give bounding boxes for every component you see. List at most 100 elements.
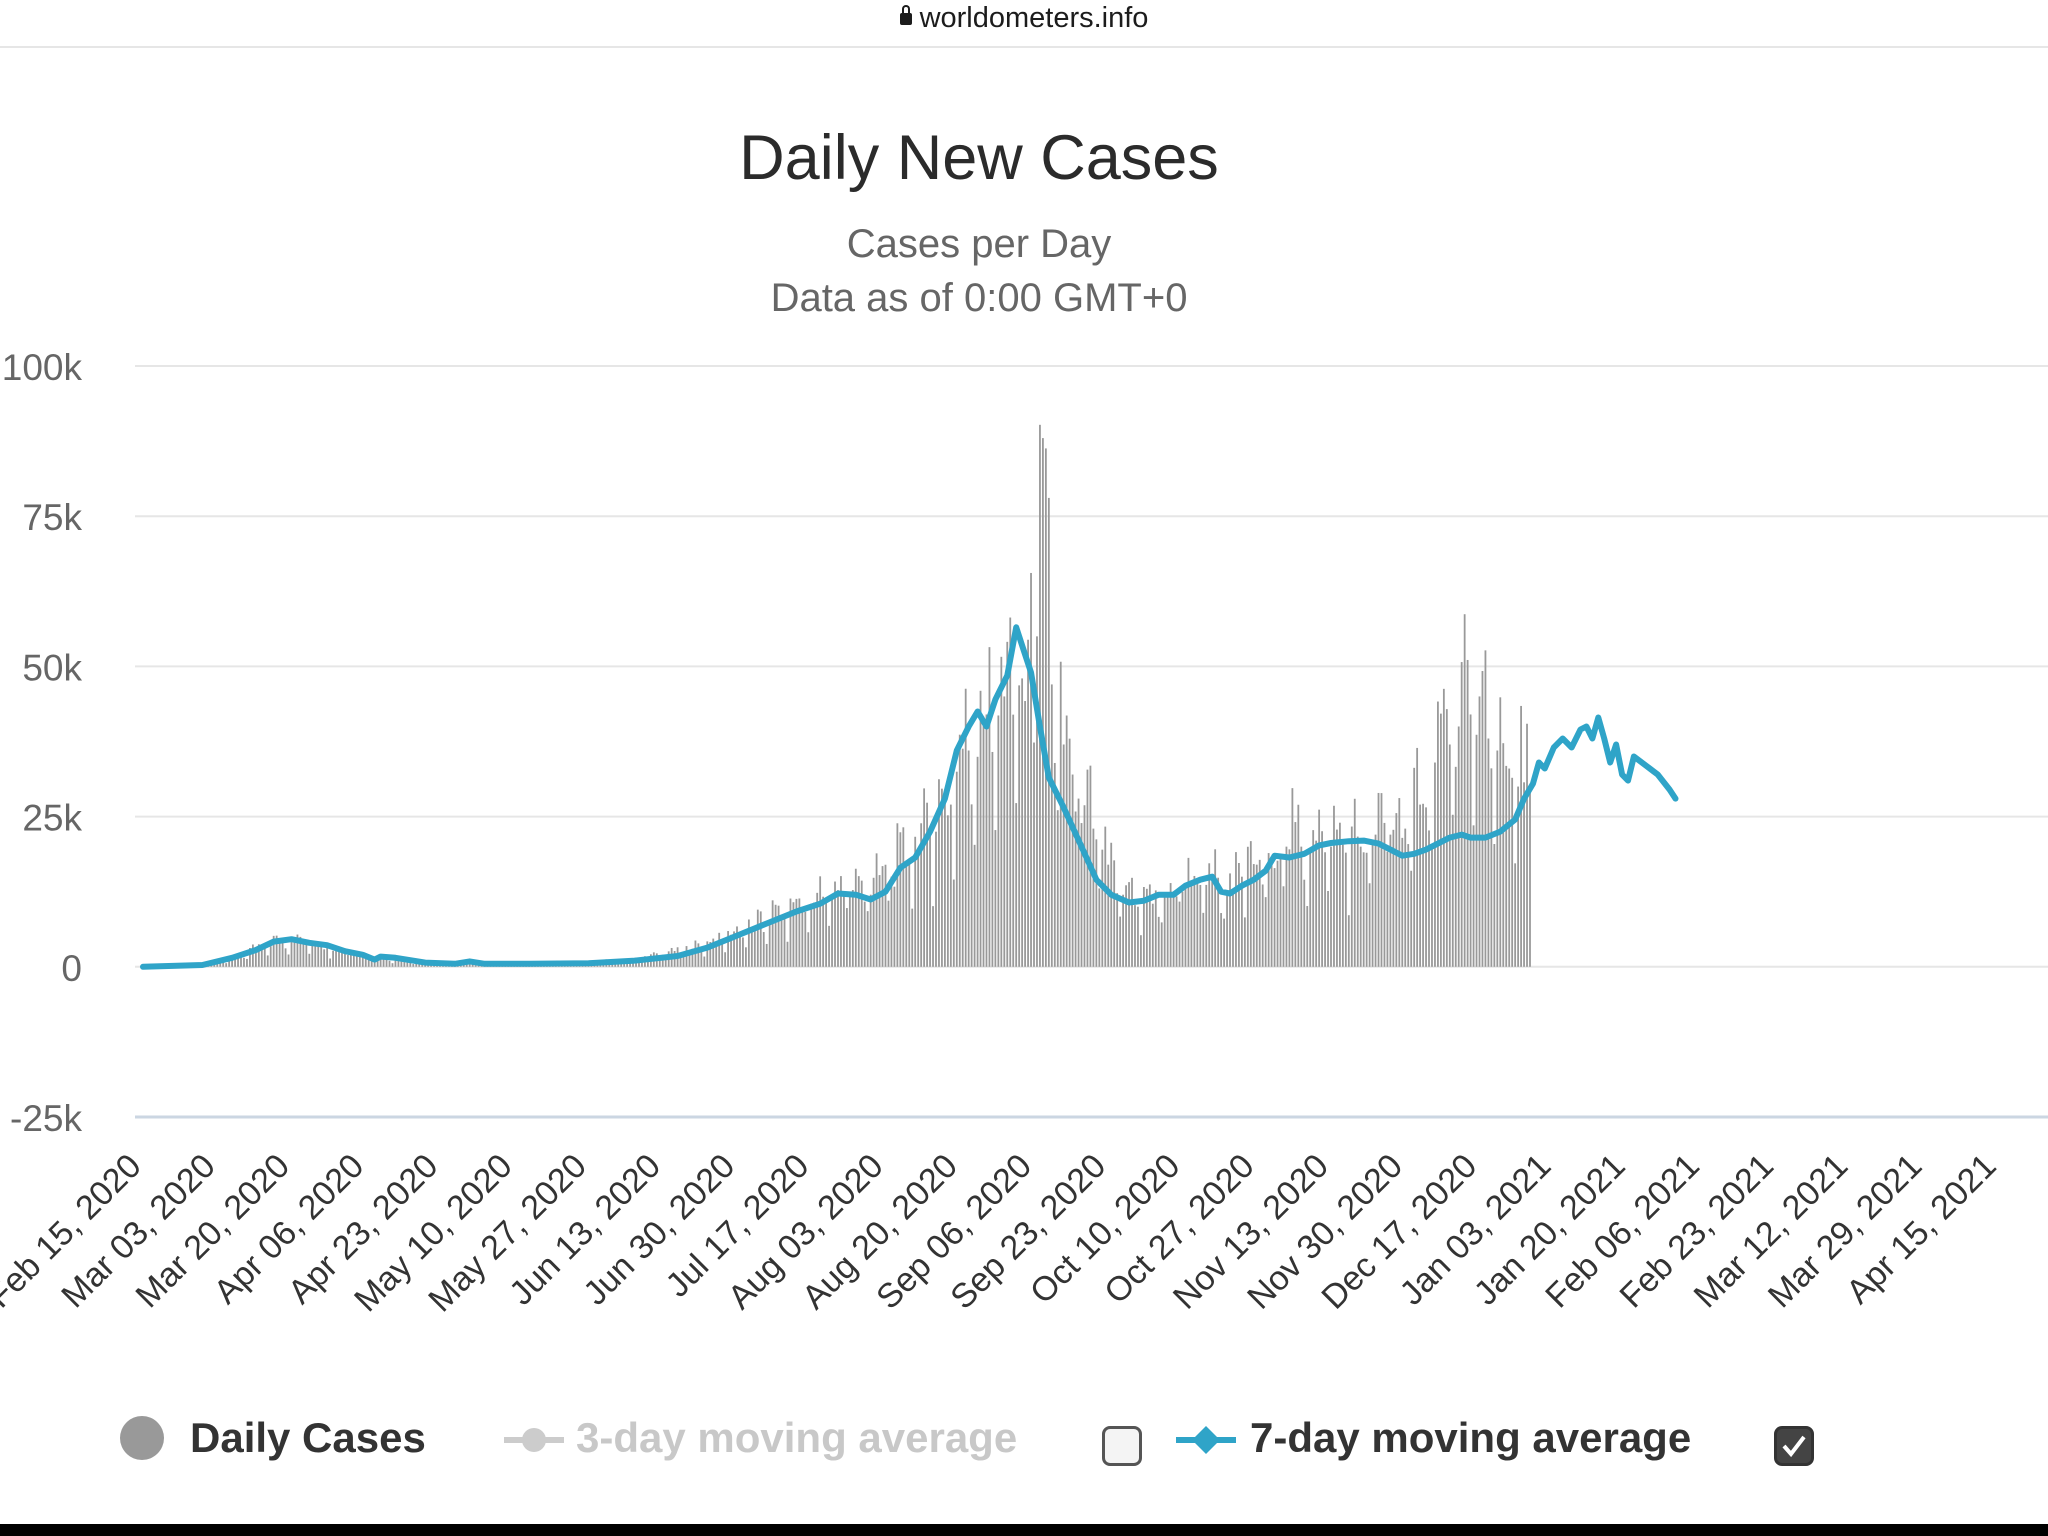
daily-cases-bar — [620, 963, 623, 967]
daily-cases-bar — [848, 891, 851, 967]
daily-cases-bar — [893, 886, 896, 967]
daily-cases-bar — [1389, 834, 1392, 967]
daily-cases-bar — [347, 955, 349, 967]
daily-cases-bar — [1163, 892, 1166, 967]
daily-cases-bar — [1211, 876, 1214, 967]
daily-cases-bar — [958, 734, 961, 967]
daily-cases-bar — [1104, 826, 1107, 967]
daily-cases-bar — [739, 935, 741, 967]
daily-cases-bar — [1300, 846, 1303, 967]
daily-cases-bar — [1083, 805, 1086, 967]
daily-cases-bar — [1344, 852, 1347, 967]
daily-cases-bar — [1142, 887, 1145, 967]
browser-url-bar[interactable]: worldometers.info — [0, 0, 2048, 48]
daily-cases-bar — [1232, 891, 1234, 967]
daily-cases-bar — [1246, 846, 1249, 967]
daily-cases-bar — [338, 946, 340, 967]
daily-cases-bar — [979, 690, 982, 967]
daily-cases-bar — [275, 935, 278, 967]
daily-cases-bar — [237, 955, 239, 967]
daily-cases-bar — [982, 716, 985, 967]
daily-cases-bar — [679, 954, 682, 967]
daily-cases-bar — [1347, 915, 1350, 967]
daily-cases-bar — [1324, 852, 1326, 967]
daily-cases-bar — [1134, 905, 1136, 967]
daily-cases-bar — [1131, 877, 1133, 967]
daily-cases-bar — [786, 941, 789, 967]
daily-cases-bar — [715, 942, 718, 967]
daily-cases-bar — [1407, 844, 1410, 967]
daily-cases-bar — [1241, 876, 1243, 967]
daily-cases-bar — [759, 911, 762, 967]
daily-cases-bar — [1282, 886, 1285, 967]
daily-cases-bar — [471, 963, 474, 967]
daily-cases-bar — [712, 938, 715, 967]
daily-cases-bar — [326, 947, 329, 967]
daily-cases-bar — [1264, 897, 1267, 967]
daily-cases-bar — [1431, 844, 1433, 967]
daily-cases-bar — [994, 830, 997, 967]
daily-cases-bar — [1044, 448, 1047, 967]
daily-cases-bar — [1238, 863, 1240, 967]
daily-cases-bar — [1175, 896, 1178, 967]
daily-cases-bar — [314, 942, 317, 967]
daily-cases-bar — [792, 902, 795, 967]
daily-cases-bar — [1047, 497, 1050, 967]
daily-cases-bar — [1258, 859, 1261, 967]
daily-cases-bar — [382, 956, 385, 967]
daily-cases-bar — [1249, 841, 1252, 967]
legend-item-3-day-average[interactable]: 3-day moving average — [500, 1404, 1040, 1476]
daily-cases-bar — [935, 831, 937, 967]
url-display[interactable]: worldometers.info — [0, 2, 2048, 35]
daily-cases-bar — [750, 927, 753, 967]
daily-cases-bar — [1517, 786, 1520, 967]
daily-cases-bar — [914, 836, 917, 967]
daily-cases-bar — [762, 932, 765, 967]
daily-cases-bar — [1416, 747, 1419, 967]
checkbox-3-day-average[interactable] — [1102, 1426, 1142, 1466]
daily-cases-bar — [1074, 811, 1077, 967]
daily-cases-bar — [308, 953, 311, 967]
legend-item-7-day-average[interactable]: 7-day moving average — [1172, 1404, 1712, 1476]
daily-cases-bar — [1128, 882, 1130, 967]
daily-cases-bar — [1460, 662, 1463, 967]
daily-cases-bar — [1490, 768, 1493, 967]
daily-cases-bar — [1312, 830, 1315, 967]
checkbox-7-day-average[interactable] — [1774, 1426, 1814, 1466]
daily-cases-bar — [240, 954, 242, 967]
daily-cases-bar — [284, 948, 287, 967]
daily-cases-bar — [843, 896, 845, 967]
legend-item-daily-cases[interactable]: Daily Cases — [118, 1404, 438, 1476]
daily-cases-bar — [254, 948, 257, 967]
daily-cases-bar — [1463, 614, 1466, 967]
daily-cases-bar — [1327, 890, 1329, 967]
daily-cases-bar — [358, 954, 361, 967]
daily-cases-bar — [1380, 793, 1383, 967]
daily-cases-bar — [777, 905, 780, 967]
lock-icon — [899, 5, 912, 25]
daily-cases-bar — [911, 908, 914, 967]
daily-cases-bar — [866, 911, 869, 967]
daily-cases-bar — [1125, 885, 1127, 967]
daily-cases-bar — [1042, 438, 1044, 967]
daily-cases-bar — [249, 948, 251, 967]
daily-cases-bar — [771, 900, 774, 967]
daily-cases-bar — [1024, 701, 1026, 967]
daily-cases-bar — [1107, 864, 1110, 967]
daily-cases-bar — [1279, 854, 1282, 967]
daily-cases-bar — [367, 958, 370, 967]
daily-cases-bar — [801, 908, 804, 967]
daily-cases-bar — [664, 955, 667, 967]
daily-cases-bar — [851, 890, 854, 967]
daily-cases-bar — [1172, 892, 1175, 967]
daily-cases-bar — [703, 956, 706, 967]
daily-cases-bar — [1181, 891, 1184, 967]
daily-cases-bar — [278, 939, 281, 967]
daily-cases-bar — [1053, 762, 1056, 967]
daily-cases-bar — [1398, 798, 1401, 967]
gridlines — [135, 365, 2048, 1119]
daily-cases-bar — [1196, 882, 1199, 967]
daily-cases-bar — [361, 953, 364, 967]
daily-cases-bar — [1003, 696, 1006, 967]
daily-cases-bar — [1511, 777, 1514, 967]
